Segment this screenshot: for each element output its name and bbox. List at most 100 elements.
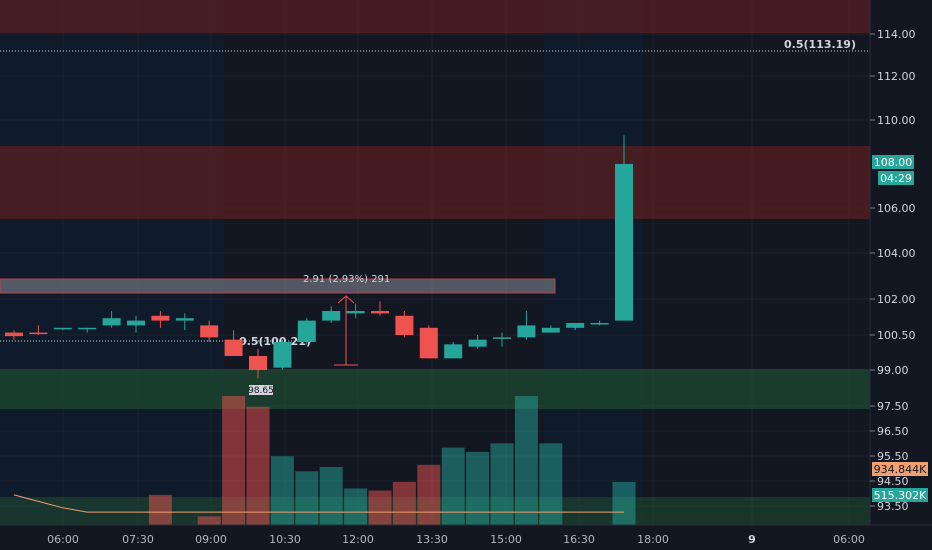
volume-tag: [872, 462, 928, 476]
time-tick-label: 16:30: [563, 533, 595, 546]
candle-body: [273, 342, 292, 368]
candle: [151, 311, 170, 328]
candle: [297, 318, 316, 345]
support-zone: [0, 369, 870, 409]
price-tick-label: 112.00: [877, 70, 916, 83]
candle: [249, 349, 267, 379]
candle-body: [395, 315, 414, 335]
fib-mid-label: 0.5(100.21): [239, 335, 311, 348]
volume-bar: [441, 447, 465, 525]
candle-body: [322, 311, 341, 321]
volume-ma-label: 515.302K: [874, 489, 927, 502]
candle-body: [517, 325, 536, 338]
candle: [517, 311, 536, 340]
candle: [53, 327, 72, 331]
candle: [78, 327, 97, 333]
candle-body: [249, 356, 267, 370]
time-tick-label: 07:30: [122, 533, 154, 546]
range-arrow-icon: [337, 295, 355, 304]
drawings[interactable]: 2.91 (2.93%) 291 98.65: [0, 274, 556, 396]
price-tick-label: 97.50: [877, 400, 909, 413]
time-tick-label: 09:00: [195, 533, 227, 546]
price-tick-label: 99.00: [877, 364, 909, 377]
volume-bar: [490, 443, 514, 525]
candle: [493, 332, 511, 347]
candle-body: [371, 311, 389, 314]
volume-bar: [612, 482, 636, 525]
candle-body: [566, 323, 585, 328]
candle-body: [175, 318, 194, 321]
candle-body: [53, 327, 72, 330]
candle: [273, 339, 292, 370]
candle: [322, 306, 341, 323]
candle: [5, 330, 23, 340]
candle: [102, 311, 121, 328]
price-tick-label: 106.00: [877, 202, 916, 215]
time-tick-label: 12:00: [342, 533, 374, 546]
price-tick-label: 110.00: [877, 114, 916, 127]
volume-bar: [368, 490, 392, 525]
volume-bar: [246, 406, 270, 525]
low-tag: [249, 385, 273, 395]
measure-label: 2.91 (2.93%) 291: [303, 274, 390, 285]
candle: [127, 315, 145, 333]
volume-bar: [197, 516, 221, 525]
volume-bars: [148, 396, 636, 525]
candle-body: [444, 344, 463, 359]
volume-ma-line: [13, 494, 624, 513]
time-tick-label: 18:00: [637, 533, 669, 546]
price-tick-label: 100.50: [877, 329, 916, 342]
candle: [468, 335, 487, 349]
volume-label: 934.844K: [874, 463, 927, 476]
last-price-tag: [872, 155, 914, 169]
candle-body: [590, 323, 609, 325]
resistance-zone-top: [0, 0, 870, 33]
time-tick-label: 06:00: [833, 533, 865, 546]
time-axis[interactable]: 06:00 07:30 09:00 10:30 12:00 13:30 15:00 16:30…: [0, 524, 932, 546]
time-tick-label: 15:00: [490, 533, 522, 546]
candle-body: [5, 332, 23, 337]
candles: [5, 135, 633, 379]
candle: [541, 325, 560, 333]
measure-box[interactable]: [0, 278, 556, 294]
price-tick-label: 96.50: [877, 425, 909, 438]
candle-body: [468, 339, 487, 347]
candle: [615, 135, 633, 321]
fib-top-label: 0.5(113.19): [784, 38, 856, 51]
price-tick-label: 104.00: [877, 247, 916, 260]
volume-bar: [270, 456, 294, 525]
axis-tags: 108.00 04:29 934.844K 515.302K: [872, 155, 928, 502]
candle-body: [102, 318, 121, 326]
candle-body: [615, 164, 633, 321]
volume-bar: [392, 482, 416, 525]
volume-bar: [514, 396, 538, 525]
volume-bar: [148, 494, 172, 525]
volume-bar: [295, 471, 319, 525]
volume-bar: [222, 396, 246, 525]
candle-body: [29, 332, 48, 335]
time-tick-label: 10:30: [269, 533, 301, 546]
time-tick-label: 13:30: [416, 533, 448, 546]
candle-body: [224, 339, 243, 356]
price-tick-label: 94.50: [877, 475, 909, 488]
price-axis[interactable]: 114.00 112.00 110.00 106.00 104.00 102.00 100.…: [869, 0, 916, 525]
candle-body: [419, 327, 438, 359]
price-tick-label: 102.00: [877, 293, 916, 306]
candle-body: [541, 327, 560, 333]
candle: [444, 342, 463, 359]
candle-body: [493, 337, 511, 339]
candle-body: [200, 325, 219, 338]
candle: [224, 330, 243, 356]
candle-body: [78, 327, 97, 330]
price-tick-label: 114.00: [877, 28, 916, 41]
zones: 0.5(113.19) 0.5(100.21): [0, 0, 870, 525]
candle: [371, 301, 389, 316]
candle: [346, 303, 365, 319]
countdown-label: 04:29: [880, 172, 912, 185]
candle: [566, 323, 585, 331]
candle-body: [151, 315, 170, 321]
premarket-shading: [0, 0, 224, 525]
volume-bar: [417, 464, 441, 525]
price-tick-label: 95.50: [877, 450, 909, 463]
